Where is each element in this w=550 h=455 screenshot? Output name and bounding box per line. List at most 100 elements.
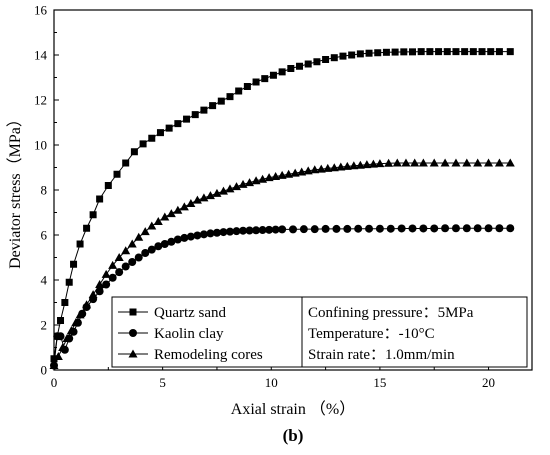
legend-label: Remodeling cores — [154, 347, 263, 363]
x-tick-label: 20 — [482, 375, 495, 390]
data-point — [147, 245, 156, 254]
data-point — [310, 225, 319, 234]
data-point — [429, 158, 439, 167]
data-point — [82, 300, 92, 309]
data-point — [191, 111, 199, 119]
data-point — [362, 160, 372, 169]
data-point — [66, 326, 76, 335]
data-point — [339, 52, 347, 60]
y-tick-label: 8 — [41, 183, 48, 198]
panel-label: (b) — [283, 426, 304, 445]
data-point — [53, 352, 63, 360]
data-point — [303, 166, 313, 175]
data-point — [134, 232, 144, 241]
data-point — [440, 158, 450, 167]
data-point — [323, 163, 333, 172]
y-tick-label: 0 — [41, 363, 48, 378]
data-point — [354, 224, 363, 233]
data-point — [232, 182, 242, 191]
data-point — [76, 240, 84, 248]
data-point — [61, 299, 69, 306]
data-point — [384, 158, 394, 167]
data-point — [212, 188, 222, 197]
data-point — [462, 158, 472, 167]
data-point — [451, 158, 461, 167]
data-point — [269, 71, 277, 79]
data-point — [430, 224, 439, 233]
data-point — [342, 161, 352, 170]
data-point — [83, 224, 91, 232]
data-point — [102, 280, 111, 289]
data-point — [271, 172, 281, 180]
data-point — [70, 260, 78, 268]
data-point — [65, 278, 73, 286]
y-axis-title: Deviator stress（MPa） — [6, 111, 24, 269]
data-point — [506, 48, 514, 56]
data-point — [356, 50, 364, 58]
legend: Quartz sand Kaolin clay Remodeling cores — [111, 296, 303, 368]
data-point — [473, 158, 483, 167]
data-point — [264, 173, 274, 182]
x-axis-title: Axial strain （%） — [231, 400, 355, 418]
data-point — [173, 205, 183, 214]
data-point — [368, 159, 378, 168]
data-point — [484, 158, 494, 167]
x-tick-label: 0 — [51, 375, 58, 390]
data-point — [225, 184, 235, 193]
data-point — [261, 75, 269, 83]
data-point — [166, 209, 176, 218]
data-point — [165, 124, 173, 132]
data-point — [140, 227, 150, 236]
data-point — [153, 217, 163, 225]
data-point — [313, 58, 321, 66]
data-point — [296, 62, 304, 70]
data-point — [193, 231, 202, 240]
data-point — [397, 224, 406, 233]
data-point — [183, 115, 191, 123]
data-point — [316, 164, 326, 173]
data-point — [418, 158, 428, 167]
data-point — [299, 225, 308, 234]
data-point — [174, 120, 182, 128]
data-point — [49, 361, 59, 369]
y-tick-label: 14 — [34, 48, 48, 63]
data-point — [277, 170, 287, 179]
legend-label: Kaolin clay — [154, 326, 224, 342]
condition-box: Confining pressure：5MPa Temperature：-10°… — [301, 296, 528, 368]
data-point — [186, 232, 195, 241]
data-point — [391, 48, 399, 56]
data-point — [409, 48, 416, 56]
data-point — [495, 224, 504, 233]
data-point — [71, 318, 81, 327]
legend-marker — [128, 349, 138, 358]
data-point — [426, 48, 434, 56]
data-point — [348, 51, 356, 59]
data-point — [386, 224, 395, 233]
data-point — [95, 287, 104, 296]
data-point — [452, 48, 460, 56]
data-point — [179, 202, 189, 211]
legend-item: Remodeling cores — [118, 347, 263, 363]
data-point — [121, 262, 130, 271]
data-point — [217, 97, 225, 105]
data-point — [57, 317, 65, 324]
y-tick-label: 2 — [41, 318, 48, 333]
data-point — [62, 334, 72, 342]
data-point — [180, 233, 189, 242]
data-point — [199, 230, 208, 239]
data-point — [451, 224, 460, 233]
x-tick-label: 15 — [373, 375, 386, 390]
data-point — [265, 225, 274, 234]
data-point — [130, 148, 138, 156]
data-point — [88, 290, 98, 299]
data-point — [443, 48, 451, 56]
data-point — [258, 226, 267, 235]
data-point — [219, 228, 228, 237]
data-point — [417, 48, 425, 56]
data-point — [95, 280, 105, 288]
data-point — [374, 49, 382, 57]
data-point — [290, 168, 300, 177]
legend-marker — [129, 308, 137, 316]
data-point — [494, 158, 504, 167]
data-point — [148, 134, 156, 142]
